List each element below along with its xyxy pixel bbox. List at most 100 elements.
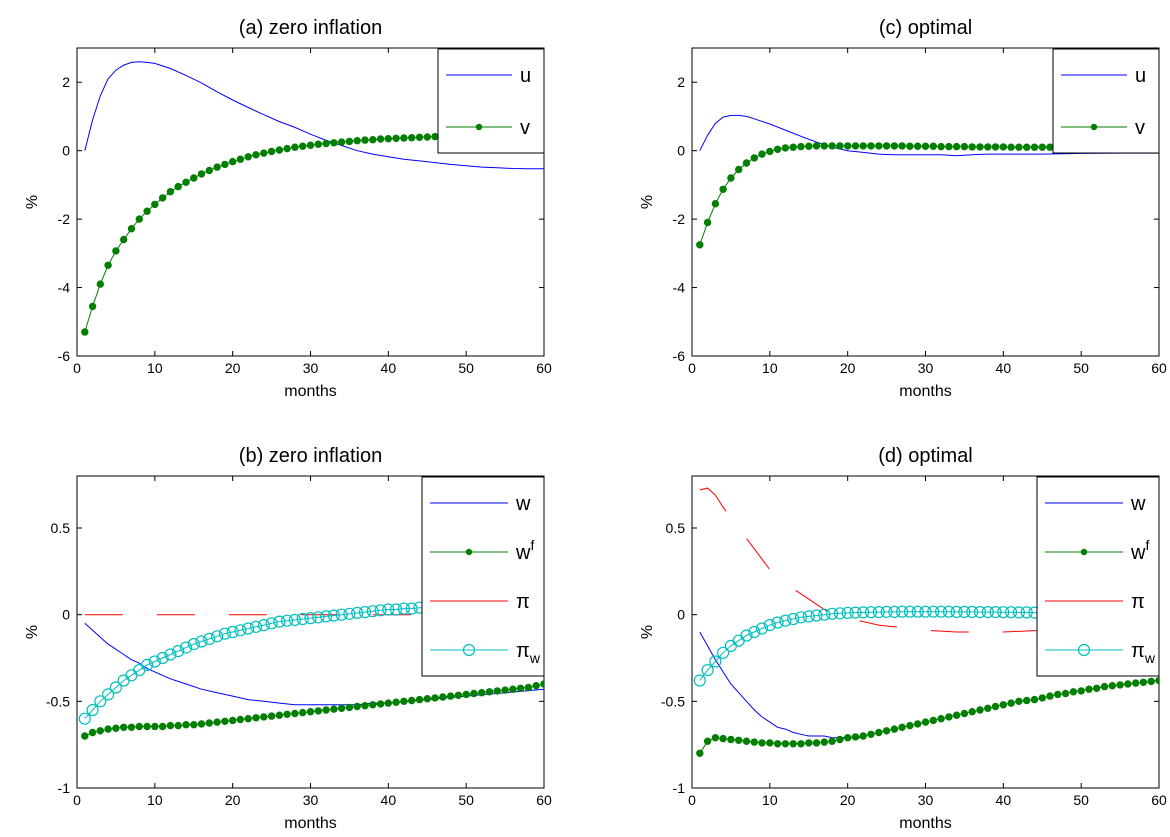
data-point xyxy=(750,738,758,746)
data-point xyxy=(127,723,136,731)
data-point xyxy=(937,142,945,151)
data-point xyxy=(283,710,291,718)
data-point xyxy=(234,624,247,637)
data-point xyxy=(244,715,252,723)
data-point xyxy=(252,714,260,722)
data-point xyxy=(958,605,971,619)
data-point xyxy=(976,143,984,151)
data-point xyxy=(314,140,322,148)
data-point xyxy=(1022,143,1031,151)
x-tick-label: 20 xyxy=(840,792,856,808)
data-point xyxy=(376,135,385,143)
data-point xyxy=(867,730,875,738)
data-point xyxy=(330,705,338,713)
data-point xyxy=(742,159,751,167)
data-point xyxy=(952,142,961,151)
data-point xyxy=(1015,143,1023,151)
data-point xyxy=(493,687,501,695)
data-point xyxy=(750,154,758,162)
data-point xyxy=(351,606,364,620)
data-point xyxy=(470,689,478,698)
data-point xyxy=(812,142,821,150)
chart-a: (a) zero inflation 0 10 20 30 40 50 60 -6 -4 -2 0 2 m… xyxy=(24,17,552,400)
data-point xyxy=(727,735,735,744)
data-point xyxy=(158,194,167,202)
x-tick-label: 10 xyxy=(147,360,163,376)
data-point xyxy=(929,142,937,150)
legend-label: v xyxy=(1135,117,1145,139)
x-tick-label: 30 xyxy=(303,792,319,808)
data-point xyxy=(320,610,333,623)
data-point xyxy=(820,142,828,150)
data-point xyxy=(88,728,97,737)
chart-title: (d) optimal xyxy=(878,445,972,467)
data-point xyxy=(299,142,307,150)
data-point xyxy=(898,723,906,731)
data-point xyxy=(773,740,782,748)
data-point xyxy=(789,740,797,748)
data-point xyxy=(805,739,813,747)
data-point xyxy=(236,715,245,724)
data-point xyxy=(242,622,255,635)
data-point xyxy=(190,721,198,729)
data-point xyxy=(182,178,190,186)
data-point xyxy=(945,142,953,151)
data-point xyxy=(882,142,891,150)
data-point xyxy=(81,328,89,336)
data-point xyxy=(989,605,1002,619)
y-tick-label: -0.5 xyxy=(46,693,70,709)
data-point xyxy=(415,695,424,704)
legend-marker xyxy=(1080,548,1088,556)
data-point xyxy=(400,697,408,705)
data-point xyxy=(141,658,154,672)
data-point xyxy=(802,610,815,623)
data-point xyxy=(758,150,766,158)
data-point xyxy=(1007,143,1015,151)
data-point xyxy=(914,720,922,728)
data-point xyxy=(431,132,439,141)
x-tick-label: 20 xyxy=(225,360,241,376)
legend-label: πw xyxy=(516,640,541,666)
data-point xyxy=(135,215,144,223)
data-point xyxy=(859,732,867,740)
data-point xyxy=(921,718,930,726)
data-point xyxy=(719,734,727,743)
y-axis-label: % xyxy=(639,625,656,639)
data-point xyxy=(197,720,206,728)
data-point xyxy=(968,708,976,716)
data-point xyxy=(758,739,766,747)
data-point xyxy=(1007,699,1015,707)
data-point xyxy=(195,635,208,648)
data-point xyxy=(524,683,533,692)
data-point xyxy=(859,142,867,150)
data-point xyxy=(281,614,294,627)
x-tick-label: 0 xyxy=(688,792,696,808)
data-point xyxy=(369,701,377,709)
data-point xyxy=(408,134,416,142)
data-point xyxy=(179,641,193,654)
data-point xyxy=(267,712,276,720)
data-point xyxy=(218,627,231,640)
y-tick-label: 0 xyxy=(62,607,70,623)
legend-label: w xyxy=(515,493,531,515)
data-point xyxy=(182,721,190,729)
x-tick-label: 20 xyxy=(840,360,856,376)
data-point xyxy=(1116,681,1124,689)
data-point xyxy=(392,134,400,143)
y-tick-label: 2 xyxy=(62,74,70,90)
data-point xyxy=(120,723,128,731)
y-tick-label: -1 xyxy=(58,780,71,796)
data-point xyxy=(1061,689,1070,698)
data-point xyxy=(1139,678,1148,686)
data-point xyxy=(462,690,470,699)
data-point xyxy=(205,166,214,175)
legend-label: wf xyxy=(1130,537,1149,564)
data-point xyxy=(880,605,893,619)
x-tick-label: 30 xyxy=(918,792,934,808)
data-point xyxy=(906,142,914,150)
data-point xyxy=(1022,696,1031,705)
data-point xyxy=(353,702,361,711)
data-point xyxy=(903,605,917,618)
data-point xyxy=(812,739,821,747)
